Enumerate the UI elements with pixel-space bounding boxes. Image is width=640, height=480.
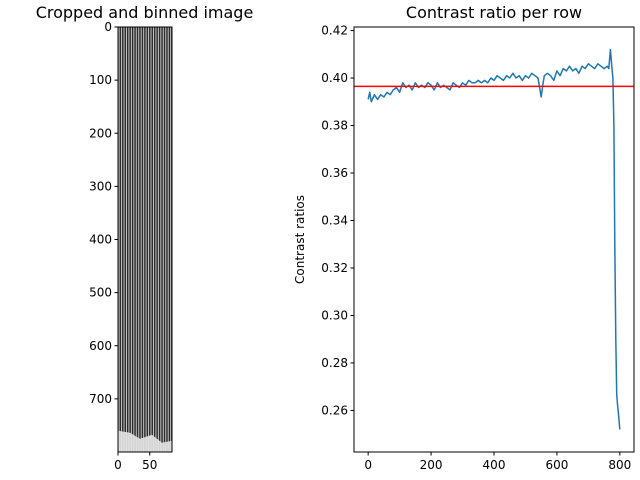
y-tick-label: 0.26 <box>321 403 348 417</box>
image-stripe <box>152 27 154 452</box>
image-stripe <box>170 27 172 452</box>
image-y-tick-label: 700 <box>89 392 112 406</box>
image-title: Cropped and binned image <box>36 3 254 22</box>
image-stripe <box>140 27 142 452</box>
image-stripe <box>125 27 127 452</box>
line-chart-panel: Contrast ratio per row 0.260.280.300.320… <box>293 3 635 472</box>
y-tick-label: 0.38 <box>321 119 348 133</box>
image-stripe <box>167 27 169 452</box>
x-tick-label: 600 <box>545 458 568 472</box>
image-x-axis: 0 50 <box>114 452 157 472</box>
image-content <box>118 27 172 452</box>
x-tick-label: 800 <box>608 458 631 472</box>
image-stripe <box>148 27 150 452</box>
image-stripe <box>162 27 164 452</box>
y-tick-label: 0.32 <box>321 261 348 275</box>
image-y-tick-label: 0 <box>104 20 112 34</box>
image-y-tick-label: 300 <box>89 179 112 193</box>
image-stripe <box>157 27 159 452</box>
image-x-tick-label: 50 <box>142 458 157 472</box>
image-stripe <box>165 27 167 452</box>
image-stripe <box>138 27 140 452</box>
y-tick-label: 0.34 <box>321 214 348 228</box>
y-axis-label: Contrast ratios <box>293 195 307 284</box>
y-tick-label: 0.40 <box>321 71 348 85</box>
line-y-axis: 0.26 0.28 0.30 0.32 0.34 0.36 0.38 0.40 0.42 <box>321 24 354 417</box>
y-tick-label: 0.42 <box>321 24 348 38</box>
y-tick-label: 0.30 <box>321 308 348 322</box>
image-stripe <box>150 27 152 452</box>
image-panel: Cropped and binned image 0 100 200 300 400 50… <box>36 3 254 472</box>
image-stripe <box>118 27 120 452</box>
image-stripe <box>121 27 123 452</box>
image-stripe <box>155 27 157 452</box>
image-y-tick-label: 500 <box>89 286 112 300</box>
image-y-tick-label: 200 <box>89 126 112 140</box>
line-x-axis: 0 200 400 600 800 <box>364 452 631 472</box>
image-stripe <box>135 27 137 452</box>
plot-area <box>354 48 634 430</box>
y-tick-label: 0.28 <box>321 356 348 370</box>
image-bright-region <box>118 430 172 452</box>
image-y-tick-label: 600 <box>89 339 112 353</box>
x-tick-label: 0 <box>364 458 372 472</box>
image-stripe <box>128 27 130 452</box>
image-y-tick-label: 400 <box>89 233 112 247</box>
plot-frame <box>353 26 635 453</box>
image-stripe <box>123 27 125 452</box>
x-tick-label: 400 <box>483 458 506 472</box>
image-stripe <box>133 27 135 452</box>
image-stripe <box>145 27 147 452</box>
image-stripe <box>143 27 145 452</box>
x-tick-label: 200 <box>420 458 443 472</box>
image-stripe <box>160 27 162 452</box>
image-y-tick-label: 100 <box>89 73 112 87</box>
series-line <box>367 48 621 430</box>
line-chart-title: Contrast ratio per row <box>406 3 582 22</box>
image-stripe <box>130 27 132 452</box>
image-y-axis: 0 100 200 300 400 500 600 700 <box>89 20 118 406</box>
y-tick-label: 0.36 <box>321 166 348 180</box>
image-x-tick-label: 0 <box>114 458 122 472</box>
